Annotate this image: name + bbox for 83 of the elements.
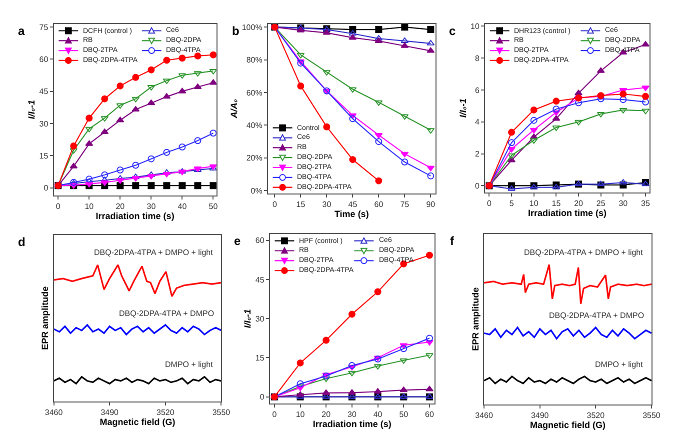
x-tick-label: 0 [56,202,61,211]
x-tick-label: 5 [509,198,514,208]
y-tick-label: 75 [39,22,49,32]
x-tick-label: 0 [486,198,492,208]
x-tick-label: 45 [348,200,358,209]
y-tick-label: 0% [250,186,262,196]
y-tick-label: 2 [474,150,480,159]
y-tick-label: 80% [246,56,262,65]
x-tick-label: 3550 [212,408,231,417]
y-tick-label: 60 [255,236,265,246]
x-tick-label: 10 [529,198,539,208]
y-tick-label: 15 [39,151,49,160]
y-tick-label: 45 [39,87,49,96]
y-tick-label: 6 [474,86,480,95]
x-tick-label: 90 [426,200,436,209]
chart-title: e [234,234,241,248]
x-tick-label: 30 [348,410,357,419]
x-tick-label: 15 [552,198,562,208]
x-tick-label: 3460 [475,410,494,420]
y-tick-label: 30 [255,314,265,324]
y-tick-label: 60% [246,88,262,98]
x-axis-title: Magnetic field (G) [100,416,176,427]
y-tick-label: 20% [246,154,262,163]
y-tick-label: 100% [242,22,262,32]
x-tick-label: 3460 [44,408,64,417]
y-tick-label: 0 [44,184,49,193]
x-tick-label: 0 [272,410,278,419]
x-tick-label: 60 [374,200,384,209]
x-axis-title: Irradiation time (s) [528,208,607,218]
y-axis-title: I/I₀-1 [242,309,253,328]
chart-title: a [18,24,25,38]
y-tick-label: 40% [246,121,262,130]
x-tick-label: 20 [574,198,584,208]
series-label: DBQ-2DPA-4TPA + DMPO [119,309,214,318]
x-tick-label: 60 [425,410,434,419]
y-axis-title: A/A₀ [229,98,240,120]
chart-title: d [18,235,26,249]
y-tick-label: 0 [474,182,480,191]
x-tick-label: 10 [84,202,94,211]
series-label: DBQ-2DPA-4TPA + DMPO [549,311,644,320]
x-tick-label: 20 [116,202,126,211]
chart-title: b [232,24,240,38]
x-axis-title: Magnetic field (G) [530,420,606,430]
y-axis-title: EPR amplitude [470,287,480,351]
y-tick-label: 10 [470,22,480,31]
series-label: DBQ-2DPA-4TPA + DMPO + light [524,248,644,257]
series-label: DMPO + light [595,360,644,369]
x-tick-label: 50 [399,410,409,419]
x-tick-label: 10 [296,410,306,419]
x-axis-title: Time (s) [334,208,369,219]
y-tick-label: 30 [39,119,49,128]
x-axis-title: Irradiation time (s) [312,418,392,429]
y-axis-title: I/I₀-1 [26,100,37,120]
chart-title: f [450,234,455,248]
x-tick-label: 40 [373,410,383,419]
x-tick-label: 75 [400,200,410,209]
series-label: DBQ-2DPA-4TPA + DMPO + light [94,248,214,257]
x-tick-label: 15 [296,200,306,209]
chart-title: c [449,24,456,38]
x-tick-label: 0 [272,200,278,209]
y-tick-label: 0 [260,392,265,402]
x-tick-label: 35 [641,198,651,208]
y-tick-label: 60 [39,54,49,64]
x-tick-label: 25 [596,198,606,208]
x-tick-label: 3550 [642,410,661,420]
series-label: DMPO + light [165,360,214,369]
x-tick-label: 20 [322,410,332,419]
x-axis-title: Irradiation time (s) [96,210,174,221]
x-tick-label: 50 [208,202,218,211]
x-tick-label: 3520 [156,408,175,417]
x-tick-label: 30 [322,200,332,209]
y-axis-title: EPR amplitude [40,286,50,350]
x-tick-label: 3490 [100,408,120,417]
y-axis-title: I/I₀-1 [458,98,468,118]
y-tick-label: 8 [474,54,480,63]
x-tick-label: 30 [618,198,628,208]
x-tick-label: 3520 [586,410,606,420]
x-tick-label: 3490 [530,410,550,420]
x-tick-label: 30 [146,202,156,211]
y-tick-label: 45 [255,275,265,284]
x-tick-label: 40 [178,202,188,211]
y-tick-label: 15 [255,354,265,363]
y-tick-label: 4 [474,118,480,127]
